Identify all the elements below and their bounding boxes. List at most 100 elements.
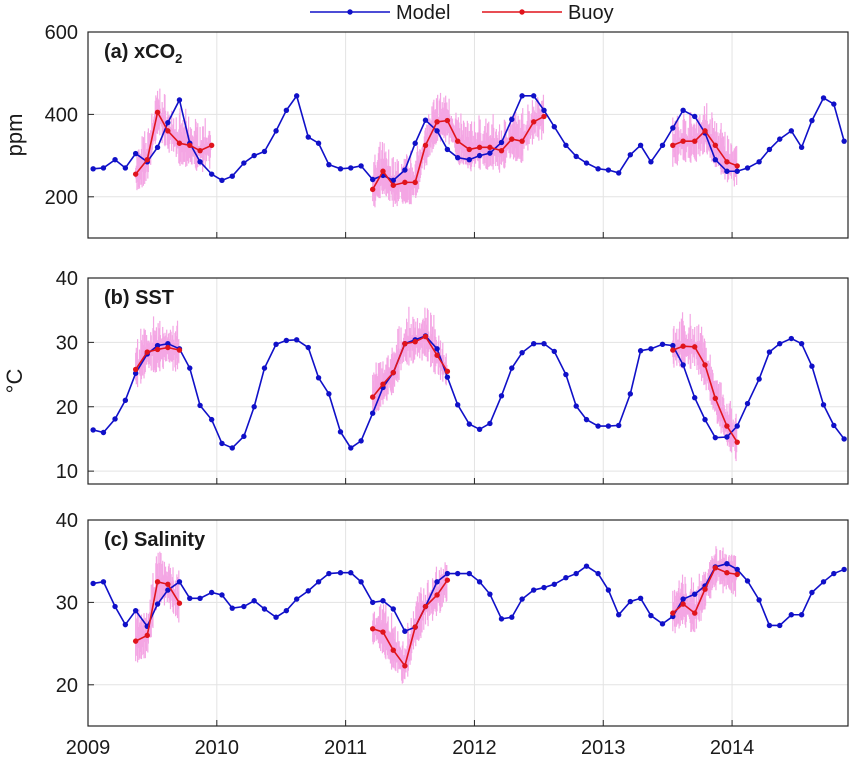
- model-point: [756, 376, 762, 382]
- model-point: [670, 342, 676, 349]
- model-point: [100, 429, 107, 436]
- model-point: [605, 587, 612, 593]
- y-tick-label: 20: [56, 675, 78, 697]
- model-point: [90, 166, 96, 172]
- model-point: [154, 144, 161, 151]
- buoy-point: [402, 340, 408, 347]
- model-point: [369, 176, 376, 183]
- model-point: [809, 589, 815, 596]
- axes-frame: [87, 519, 849, 727]
- model-point: [487, 150, 493, 156]
- model-point: [454, 402, 461, 408]
- model-point: [712, 434, 719, 441]
- model-point: [283, 607, 290, 614]
- model-point: [648, 159, 654, 165]
- y-axis-label: ppm: [2, 114, 27, 157]
- model-point: [820, 402, 827, 408]
- model-point: [724, 434, 730, 440]
- model-point: [337, 429, 344, 435]
- model-point: [659, 142, 666, 148]
- model-point: [305, 344, 311, 351]
- legend-label-buoy: Buoy: [568, 2, 614, 24]
- model-point: [583, 563, 590, 569]
- model-point: [229, 605, 235, 611]
- model-point: [273, 614, 279, 620]
- model-point: [498, 139, 505, 146]
- model-point: [132, 150, 139, 157]
- model-point: [627, 152, 634, 158]
- model-point: [251, 152, 257, 159]
- model-point: [798, 612, 805, 618]
- model-point: [154, 342, 161, 349]
- model-point: [637, 595, 644, 601]
- model-point: [659, 341, 666, 348]
- model-point: [702, 416, 708, 423]
- y-tick-label: 10: [56, 461, 78, 483]
- panel-3: 20 30 40 2009 2010 2011 2012 2013 2014 (c) Salini…: [56, 510, 849, 759]
- panel-title: (b) SST: [104, 287, 174, 309]
- model-point: [444, 570, 451, 577]
- model-point: [358, 438, 364, 444]
- model-point: [305, 134, 311, 140]
- model-point: [627, 598, 634, 605]
- model-point: [831, 101, 837, 107]
- buoy-point: [390, 182, 396, 188]
- model-point: [261, 606, 268, 612]
- model-point: [616, 422, 622, 429]
- buoy-point: [519, 138, 525, 144]
- x-tick-label: 2013: [581, 737, 626, 759]
- buoy-point: [541, 113, 547, 120]
- model-point: [348, 570, 354, 576]
- model-point: [326, 391, 332, 397]
- model-point: [122, 165, 129, 171]
- model-point: [112, 603, 118, 610]
- model-point: [283, 337, 290, 344]
- model-point: [519, 93, 525, 99]
- axes-frame: [87, 277, 849, 485]
- model-point: [293, 337, 300, 343]
- model-point: [165, 340, 171, 347]
- buoy-point: [444, 368, 451, 375]
- model-point: [841, 138, 847, 144]
- model-point: [777, 136, 783, 142]
- model-point: [583, 416, 590, 423]
- buoy-point: [197, 147, 203, 154]
- plot-area: [90, 546, 847, 684]
- model-point: [251, 598, 257, 604]
- model-point: [454, 154, 461, 161]
- model-point: [648, 612, 654, 619]
- buoy-point: [444, 117, 451, 124]
- model-point: [541, 340, 547, 347]
- model-point: [165, 587, 171, 593]
- buoy-point: [434, 592, 440, 598]
- legend: Model Buoy: [310, 2, 614, 24]
- y-tick-label: 30: [56, 332, 78, 354]
- y-tick-label: 600: [45, 22, 78, 44]
- buoy-point: [680, 138, 686, 144]
- buoy-point: [402, 663, 408, 669]
- buoy-point: [724, 423, 730, 429]
- model-point: [315, 579, 322, 585]
- model-point: [369, 410, 376, 416]
- buoy-point: [144, 349, 150, 355]
- model-point: [444, 374, 451, 380]
- model-point: [820, 579, 827, 585]
- model-point: [637, 348, 644, 354]
- model-point: [734, 168, 740, 174]
- model-point: [208, 171, 215, 177]
- model-point: [208, 416, 215, 423]
- buoy-point: [734, 571, 740, 578]
- model-point: [637, 142, 644, 148]
- model-point: [573, 570, 579, 577]
- model-point: [724, 560, 730, 567]
- model-point: [476, 152, 483, 159]
- buoy-point: [712, 565, 719, 571]
- model-point: [777, 622, 783, 629]
- model-point: [187, 595, 193, 601]
- buoy-point: [712, 142, 719, 148]
- model-point: [176, 97, 183, 103]
- buoy-point: [412, 179, 418, 186]
- buoy-point: [487, 144, 493, 151]
- y-axis-label: °C: [2, 369, 27, 394]
